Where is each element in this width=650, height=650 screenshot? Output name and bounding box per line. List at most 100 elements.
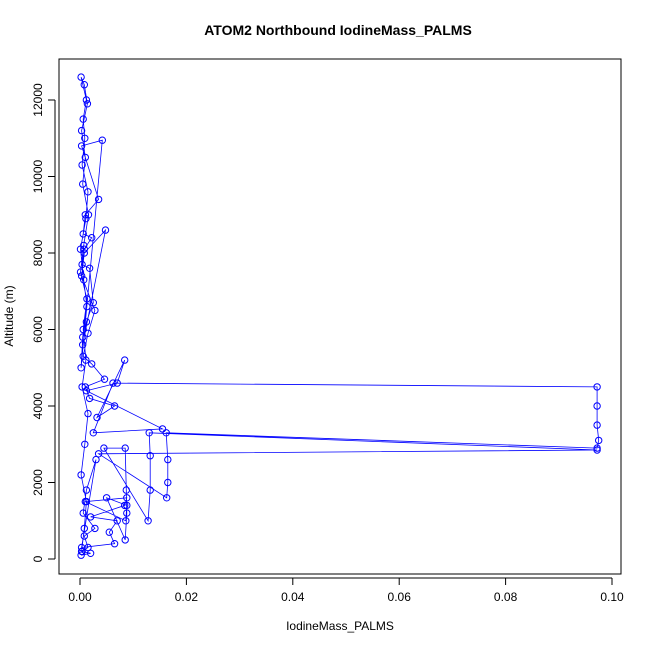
data-point (163, 494, 171, 502)
data-point (89, 299, 98, 307)
data-point (82, 486, 91, 494)
data-point (80, 245, 89, 253)
x-axis-label: IodineMass_PALMS (286, 619, 394, 633)
data-point (80, 532, 89, 540)
data-point (79, 180, 87, 188)
y-tick-label: 0 (31, 555, 45, 562)
x-tick-label: 0.10 (600, 590, 624, 604)
data-point (77, 142, 86, 150)
data-point (81, 211, 90, 219)
data-point (595, 436, 603, 445)
data-point (593, 446, 601, 454)
data-point (81, 383, 90, 391)
data-point (81, 134, 89, 143)
data-point (83, 302, 91, 311)
y-tick-label: 6000 (31, 316, 45, 343)
x-tick-label: 0.04 (281, 590, 305, 604)
data-point (77, 272, 86, 280)
data-point (86, 549, 95, 557)
data-point (593, 383, 601, 391)
data-point (77, 471, 85, 479)
data-point (77, 73, 85, 81)
data-point (121, 536, 129, 544)
data-point (80, 81, 89, 89)
data-point (80, 276, 88, 284)
data-point (78, 260, 86, 269)
data-point (85, 394, 94, 403)
data-point (123, 509, 131, 517)
data-point (110, 402, 119, 410)
data-point (80, 524, 89, 533)
y-tick-label: 8000 (31, 239, 45, 266)
x-tick-label: 0.00 (68, 590, 92, 604)
data-point (83, 295, 91, 303)
data-point (122, 517, 130, 525)
data-point (593, 421, 601, 429)
data-point (146, 452, 154, 460)
data-point (109, 379, 117, 387)
data-point (88, 234, 96, 242)
data-point (146, 486, 154, 494)
data-point (79, 341, 87, 349)
data-point (83, 100, 92, 108)
data-point (79, 115, 87, 123)
data-point (91, 524, 99, 533)
data-point (77, 364, 85, 372)
data-point (81, 440, 89, 448)
data-point (82, 96, 91, 104)
data-point (76, 268, 85, 276)
series-line (80, 76, 600, 556)
data-point (113, 379, 121, 387)
x-tick-label: 0.02 (175, 590, 199, 604)
data-point (78, 547, 86, 556)
data-point (82, 214, 90, 223)
data-point (92, 455, 100, 464)
data-point (164, 455, 172, 464)
data-point (121, 501, 129, 510)
y-tick-label: 10000 (31, 159, 45, 193)
data-point (79, 333, 87, 341)
data-point (91, 306, 99, 315)
data-point (158, 425, 167, 433)
data-point (79, 352, 87, 360)
chart-title: ATOM2 Northbound IodineMass_PALMS (204, 22, 472, 38)
data-point (88, 360, 96, 368)
data-point (79, 509, 87, 517)
series-layer (76, 73, 603, 559)
data-point (76, 245, 85, 253)
data-point (84, 329, 92, 337)
data-point (94, 195, 103, 204)
data-point (82, 387, 91, 395)
y-axis-label: Altitude (m) (2, 285, 16, 346)
data-point (78, 161, 86, 169)
data-point (98, 136, 107, 144)
data-point (80, 249, 89, 257)
data-point (593, 444, 601, 452)
data-point (84, 188, 92, 196)
y-tick-label: 2000 (31, 469, 45, 496)
data-point (77, 551, 85, 559)
data-point (79, 230, 87, 238)
data-point (77, 126, 86, 135)
data-point (84, 409, 92, 418)
data-point (121, 444, 129, 452)
x-axis: 0.00 0.02 0.04 0.06 0.08 0.10 (68, 577, 624, 604)
data-point (162, 429, 170, 437)
y-tick-label: 4000 (31, 392, 45, 419)
data-point (100, 375, 109, 383)
x-tick-label: 0.06 (388, 590, 412, 604)
data-point (593, 402, 601, 410)
data-point (145, 429, 153, 437)
plot-frame (58, 58, 622, 575)
data-point (85, 264, 94, 272)
data-point (123, 494, 131, 502)
data-point (113, 517, 121, 525)
data-point (121, 356, 129, 364)
data-point (164, 478, 172, 487)
data-point (102, 494, 111, 502)
y-axis: 0 2000 4000 6000 8000 10000 12000 (31, 83, 56, 562)
data-point (100, 444, 108, 452)
data-point (93, 413, 101, 422)
data-point (81, 153, 90, 162)
